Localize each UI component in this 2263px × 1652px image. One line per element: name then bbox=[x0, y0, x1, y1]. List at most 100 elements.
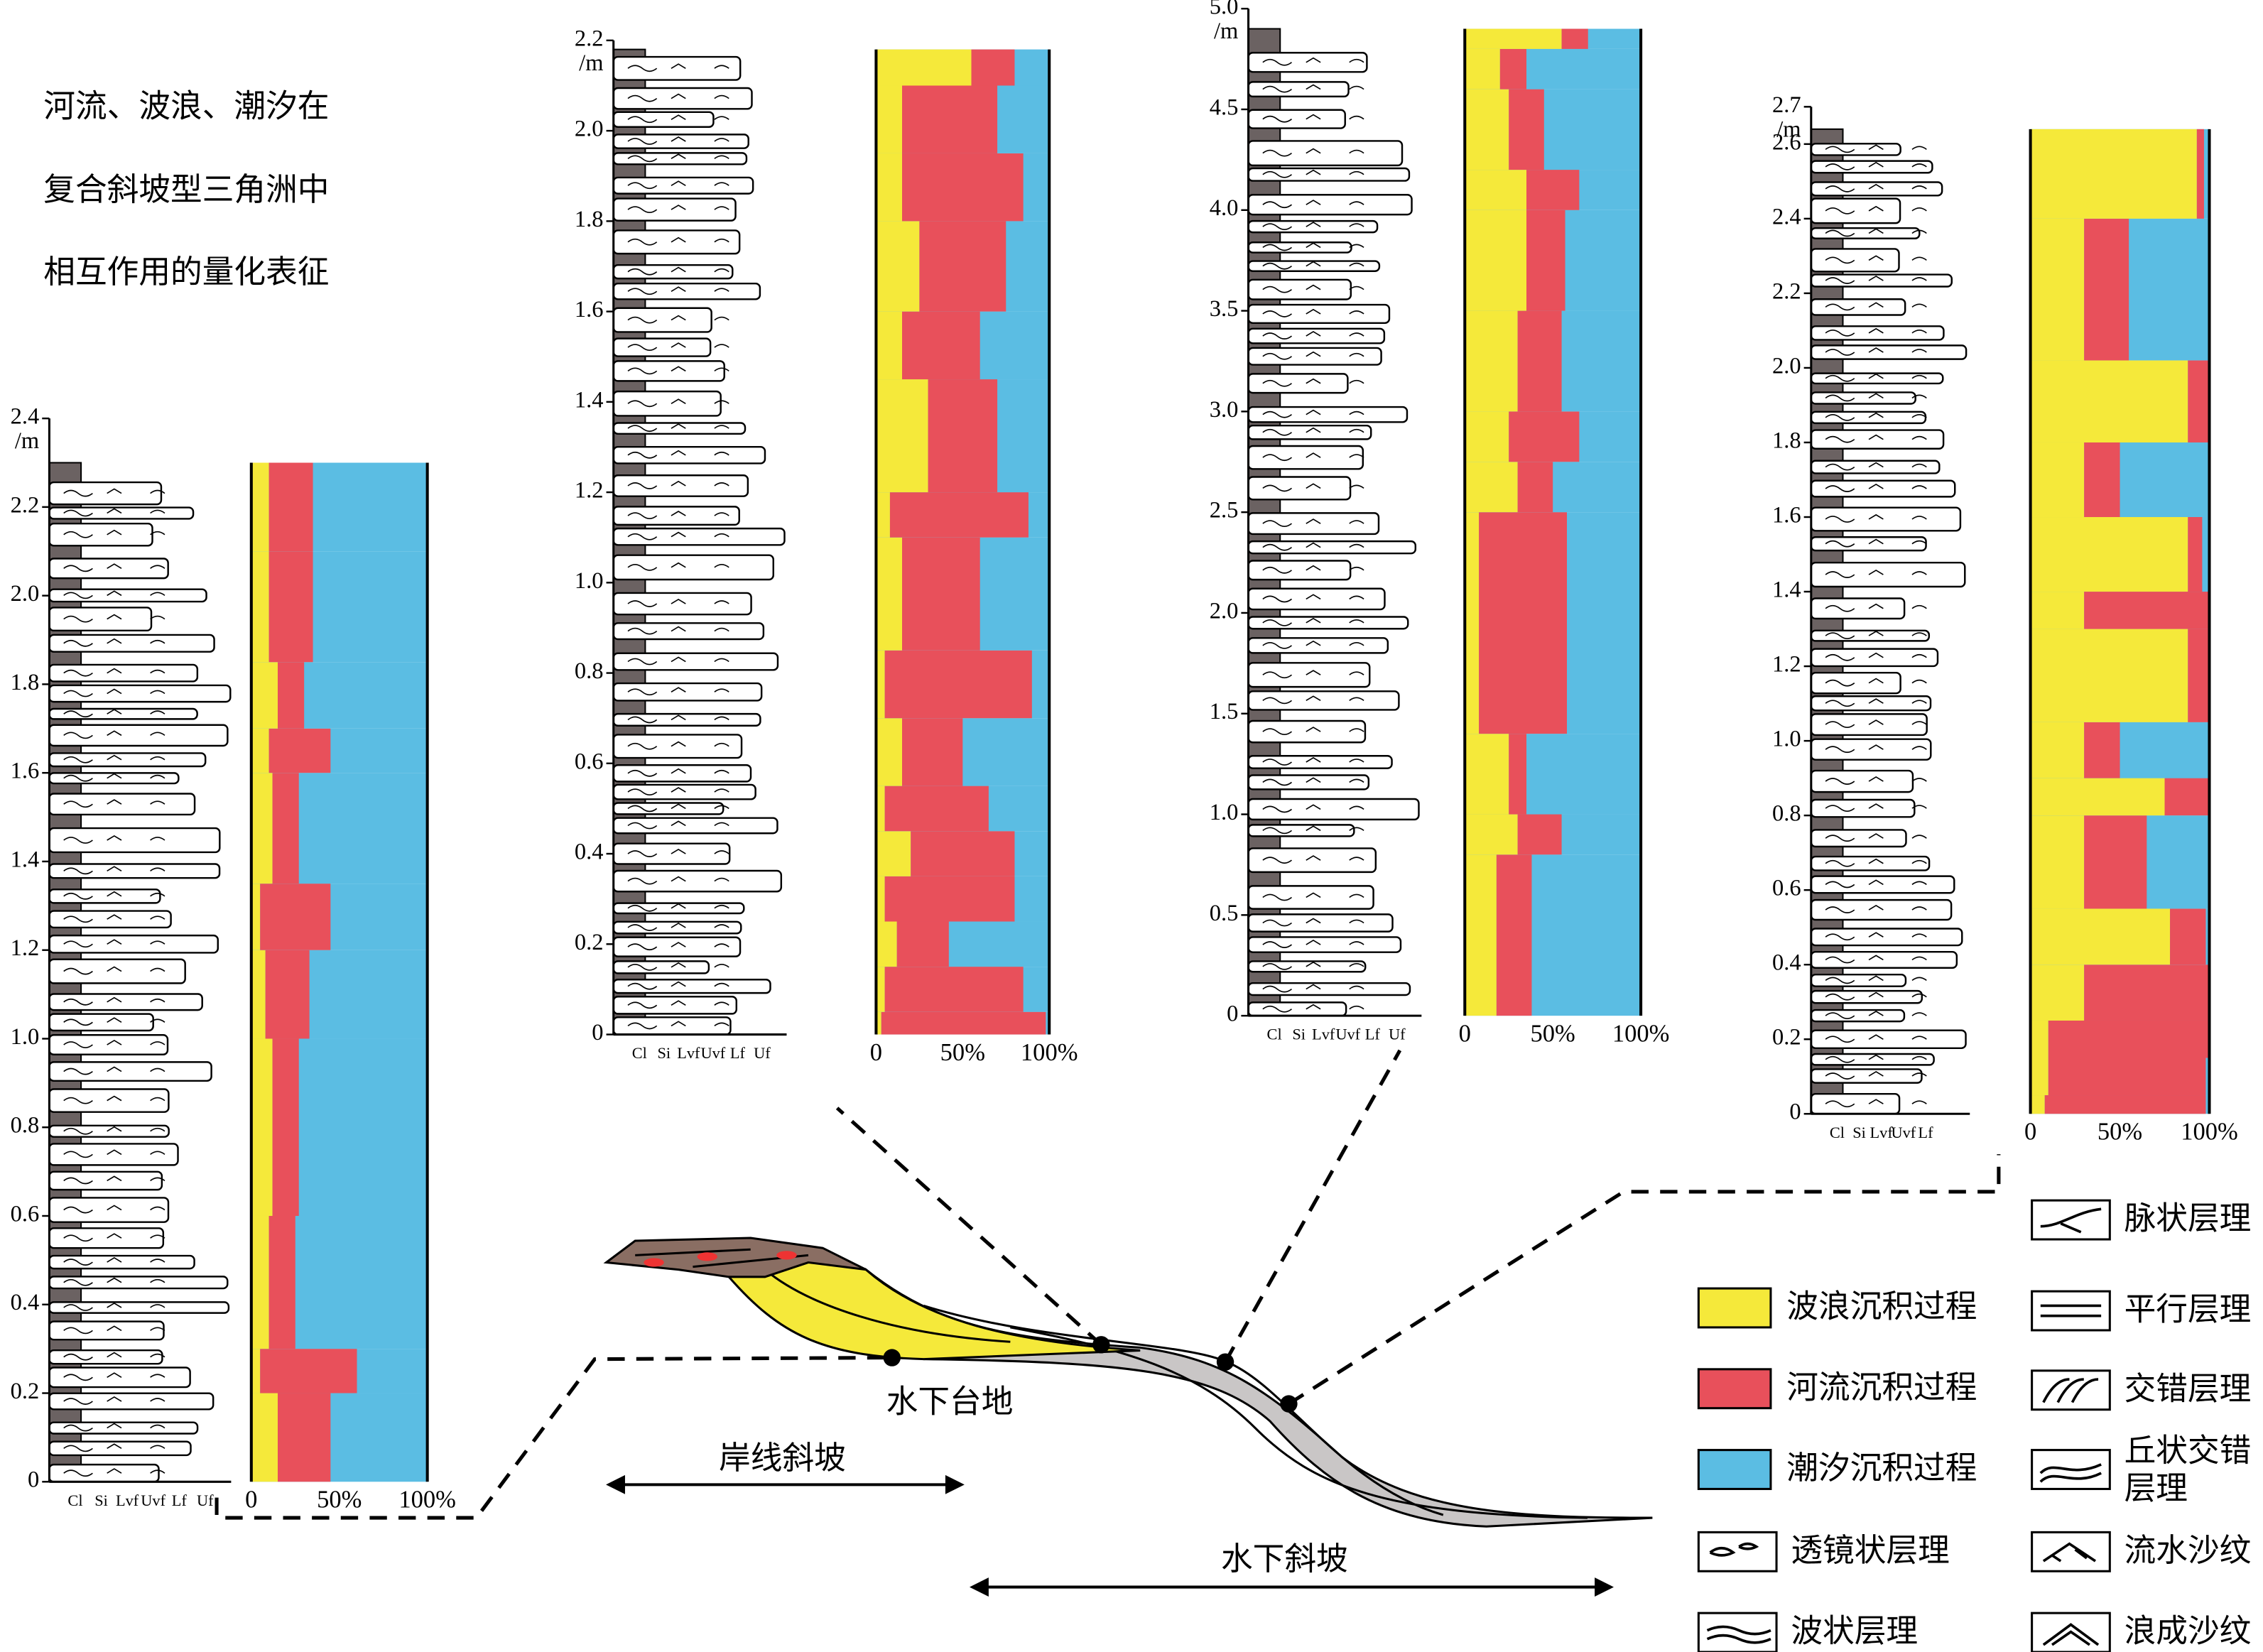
river-segment bbox=[2084, 218, 2129, 361]
depth-tick-label: 1.0 bbox=[11, 1024, 40, 1050]
bed-symbol bbox=[1262, 756, 1364, 766]
depth-tick-label: 1.6 bbox=[1772, 502, 1801, 528]
bed-symbol bbox=[63, 1066, 165, 1075]
legend-label: 层理 bbox=[2124, 1469, 2188, 1506]
bed bbox=[48, 1276, 229, 1290]
depth-tick-label: 1.8 bbox=[11, 670, 40, 695]
bed-symbol bbox=[1262, 918, 1364, 927]
wave-segment bbox=[2030, 442, 2085, 518]
bed-symbol bbox=[1262, 1004, 1364, 1013]
bed bbox=[48, 1366, 191, 1389]
bed-symbol bbox=[1825, 538, 1927, 548]
wave-segment bbox=[2030, 592, 2085, 629]
bed bbox=[612, 176, 754, 195]
bed-symbol bbox=[1262, 222, 1364, 231]
bed-symbol bbox=[1262, 483, 1364, 492]
bed bbox=[612, 817, 778, 835]
wave-segment bbox=[1465, 512, 1480, 734]
bed-symbol bbox=[1262, 695, 1364, 705]
bed bbox=[612, 802, 725, 815]
bed-symbol bbox=[1825, 462, 1927, 471]
bed-symbol bbox=[1262, 855, 1364, 864]
bed-symbol bbox=[1262, 961, 1364, 970]
legend-swatch bbox=[1697, 1287, 1772, 1329]
bed-symbol bbox=[1825, 603, 1927, 612]
grain-label: Cl bbox=[632, 1044, 647, 1062]
grain-label: Lvf bbox=[1312, 1026, 1335, 1043]
bed-symbol bbox=[1262, 892, 1364, 901]
bed-symbol bbox=[63, 529, 165, 538]
sample-dots bbox=[883, 1336, 1298, 1413]
bed-symbol bbox=[63, 1302, 165, 1311]
depth-tick-label: 4.0 bbox=[1210, 195, 1239, 221]
bed bbox=[1247, 885, 1374, 910]
river-segment bbox=[911, 831, 1015, 876]
depth-tick-label: 0 bbox=[1789, 1099, 1801, 1125]
river-segment bbox=[2188, 360, 2210, 442]
river-segment bbox=[1509, 411, 1580, 462]
bed-symbol bbox=[63, 1039, 165, 1048]
bed bbox=[1810, 536, 1927, 552]
bed bbox=[1810, 325, 1945, 341]
bed-symbol bbox=[627, 787, 729, 795]
wave-segment bbox=[876, 1011, 881, 1035]
bed bbox=[48, 522, 153, 547]
wave-segment bbox=[876, 831, 911, 876]
river-segment bbox=[277, 662, 305, 729]
bed-symbol bbox=[1825, 833, 1927, 842]
bed-symbol bbox=[63, 638, 165, 647]
bed-symbol bbox=[63, 1233, 165, 1242]
wave-segment bbox=[2030, 517, 2188, 592]
bed bbox=[1247, 824, 1355, 837]
percent-label: 100% bbox=[398, 1487, 456, 1514]
river-segment bbox=[902, 718, 963, 786]
bed-symbol bbox=[627, 903, 729, 912]
bed bbox=[1247, 194, 1413, 216]
bed-symbol bbox=[1825, 975, 1927, 984]
bed bbox=[1247, 616, 1409, 630]
bed-symbol bbox=[63, 709, 165, 718]
bed-symbol bbox=[63, 939, 165, 948]
bed-symbol bbox=[1825, 434, 1927, 443]
bed-symbol bbox=[63, 1423, 165, 1432]
bed bbox=[1247, 690, 1400, 711]
depth-tick-label: 3.0 bbox=[1210, 397, 1239, 423]
bed bbox=[1810, 197, 1901, 224]
bed bbox=[1247, 512, 1380, 536]
bed bbox=[1810, 561, 1966, 588]
bed bbox=[1810, 928, 1963, 947]
wave-segment bbox=[876, 650, 885, 719]
depth-tick-label: 5.0 bbox=[1210, 0, 1239, 20]
legend-label: 波浪沉积过程 bbox=[1786, 1288, 1977, 1325]
bed-symbol bbox=[63, 914, 165, 923]
wave-segment bbox=[876, 492, 890, 538]
depth-tick-label: 1.2 bbox=[11, 935, 40, 961]
bed bbox=[612, 712, 761, 727]
bed-symbol bbox=[1262, 409, 1364, 418]
bed bbox=[48, 1254, 195, 1270]
depth-tick-label: 1.4 bbox=[575, 387, 604, 413]
grain-label: Si bbox=[1292, 1026, 1306, 1043]
bed-symbol bbox=[63, 891, 165, 900]
bed bbox=[1247, 167, 1411, 182]
depth-tick-label: 2.0 bbox=[1772, 353, 1801, 379]
bed-symbol bbox=[1825, 631, 1927, 639]
river-segment bbox=[265, 950, 310, 1039]
river-segment bbox=[2084, 964, 2210, 1021]
bed-symbol bbox=[1825, 205, 1927, 214]
bed bbox=[1247, 424, 1372, 440]
grain-label: Lf bbox=[172, 1491, 188, 1509]
wave-segment bbox=[876, 876, 885, 922]
depth-tick-label: 0.2 bbox=[1772, 1025, 1801, 1050]
bed bbox=[1810, 227, 1921, 239]
bed-symbol bbox=[627, 342, 729, 351]
bed bbox=[1247, 587, 1386, 611]
bed-symbol bbox=[63, 1325, 165, 1335]
bed bbox=[48, 1349, 163, 1365]
bed-symbol bbox=[627, 1021, 729, 1030]
bed-symbol bbox=[1825, 570, 1927, 578]
bed bbox=[48, 958, 186, 984]
bed-symbol bbox=[63, 773, 165, 782]
